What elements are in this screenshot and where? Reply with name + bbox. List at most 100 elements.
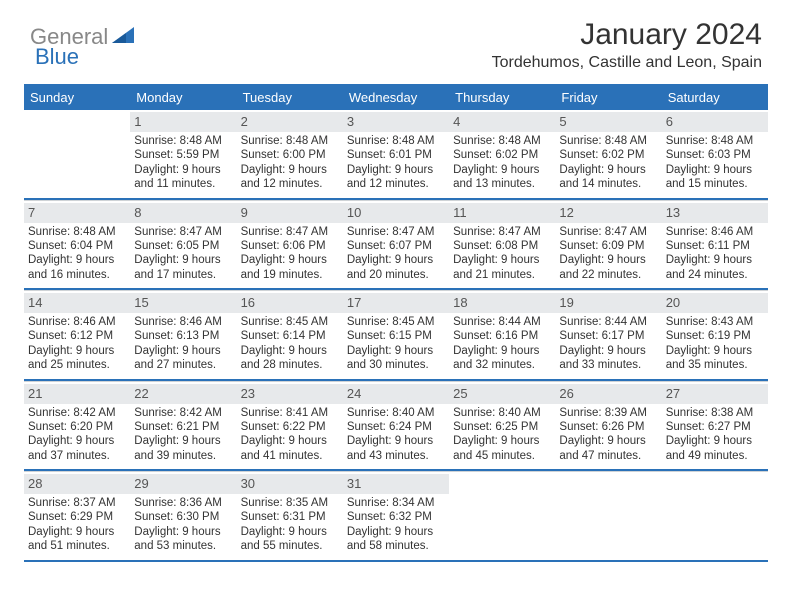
day-number: 6 <box>666 114 673 129</box>
day-cell <box>24 110 130 198</box>
day-number: 10 <box>347 205 361 220</box>
sunrise-line: Sunrise: 8:40 AM <box>453 406 551 420</box>
sunrise-line: Sunrise: 8:44 AM <box>453 315 551 329</box>
week-row: 7Sunrise: 8:48 AMSunset: 6:04 PMDaylight… <box>24 200 768 291</box>
day-cell: 17Sunrise: 8:45 AMSunset: 6:15 PMDayligh… <box>343 290 449 379</box>
daylight-line-2: and 37 minutes. <box>28 449 126 463</box>
daylight-line-1: Daylight: 9 hours <box>241 434 339 448</box>
daylight-line-1: Daylight: 9 hours <box>559 344 657 358</box>
sunrise-line: Sunrise: 8:47 AM <box>453 225 551 239</box>
daylight-line-1: Daylight: 9 hours <box>347 344 445 358</box>
daylight-line-2: and 13 minutes. <box>453 177 551 191</box>
daylight-line-2: and 51 minutes. <box>28 539 126 553</box>
daylight-line-1: Daylight: 9 hours <box>134 163 232 177</box>
day-cell: 10Sunrise: 8:47 AMSunset: 6:07 PMDayligh… <box>343 200 449 289</box>
sunrise-line: Sunrise: 8:48 AM <box>347 134 445 148</box>
sunrise-line: Sunrise: 8:39 AM <box>559 406 657 420</box>
week-row: 1Sunrise: 8:48 AMSunset: 5:59 PMDaylight… <box>24 110 768 200</box>
sunset-line: Sunset: 6:04 PM <box>28 239 126 253</box>
daynum-row: 12 <box>555 203 661 223</box>
day-number: 7 <box>28 205 35 220</box>
daynum-row: 3 <box>343 112 449 132</box>
logo-blue-text-wrap: Blue <box>35 44 79 70</box>
sunrise-line: Sunrise: 8:47 AM <box>241 225 339 239</box>
daylight-line-1: Daylight: 9 hours <box>559 163 657 177</box>
daynum-row: 29 <box>130 474 236 494</box>
daylight-line-1: Daylight: 9 hours <box>453 344 551 358</box>
day-cell: 23Sunrise: 8:41 AMSunset: 6:22 PMDayligh… <box>237 381 343 470</box>
daylight-line-1: Daylight: 9 hours <box>28 525 126 539</box>
daynum-row: 5 <box>555 112 661 132</box>
day-cell: 5Sunrise: 8:48 AMSunset: 6:02 PMDaylight… <box>555 110 661 198</box>
sunrise-line: Sunrise: 8:48 AM <box>134 134 232 148</box>
daylight-line-1: Daylight: 9 hours <box>241 253 339 267</box>
day-cell: 15Sunrise: 8:46 AMSunset: 6:13 PMDayligh… <box>130 290 236 379</box>
daylight-line-1: Daylight: 9 hours <box>666 163 764 177</box>
sunrise-line: Sunrise: 8:47 AM <box>559 225 657 239</box>
day-number: 20 <box>666 295 680 310</box>
daylight-line-2: and 39 minutes. <box>134 449 232 463</box>
day-cell: 6Sunrise: 8:48 AMSunset: 6:03 PMDaylight… <box>662 110 768 198</box>
day-number: 8 <box>134 205 141 220</box>
sunset-line: Sunset: 6:16 PM <box>453 329 551 343</box>
daylight-line-1: Daylight: 9 hours <box>241 163 339 177</box>
day-cell: 12Sunrise: 8:47 AMSunset: 6:09 PMDayligh… <box>555 200 661 289</box>
sunrise-line: Sunrise: 8:48 AM <box>666 134 764 148</box>
daynum-row: 13 <box>662 203 768 223</box>
day-number: 16 <box>241 295 255 310</box>
sunrise-line: Sunrise: 8:48 AM <box>241 134 339 148</box>
sunrise-line: Sunrise: 8:37 AM <box>28 496 126 510</box>
day-cell: 20Sunrise: 8:43 AMSunset: 6:19 PMDayligh… <box>662 290 768 379</box>
day-number: 31 <box>347 476 361 491</box>
sunset-line: Sunset: 6:00 PM <box>241 148 339 162</box>
sunset-line: Sunset: 6:02 PM <box>453 148 551 162</box>
daylight-line-2: and 15 minutes. <box>666 177 764 191</box>
daylight-line-2: and 20 minutes. <box>347 268 445 282</box>
daylight-line-1: Daylight: 9 hours <box>666 344 764 358</box>
daynum-row: 27 <box>662 384 768 404</box>
sunset-line: Sunset: 6:30 PM <box>134 510 232 524</box>
day-number: 18 <box>453 295 467 310</box>
daynum-row: 18 <box>449 293 555 313</box>
daylight-line-1: Daylight: 9 hours <box>666 253 764 267</box>
daylight-line-2: and 35 minutes. <box>666 358 764 372</box>
day-cell: 11Sunrise: 8:47 AMSunset: 6:08 PMDayligh… <box>449 200 555 289</box>
day-number: 5 <box>559 114 566 129</box>
daylight-line-2: and 45 minutes. <box>453 449 551 463</box>
daynum-row: 17 <box>343 293 449 313</box>
day-cell: 4Sunrise: 8:48 AMSunset: 6:02 PMDaylight… <box>449 110 555 198</box>
daylight-line-2: and 12 minutes. <box>241 177 339 191</box>
sunset-line: Sunset: 6:19 PM <box>666 329 764 343</box>
daynum-row: 11 <box>449 203 555 223</box>
day-cell: 14Sunrise: 8:46 AMSunset: 6:12 PMDayligh… <box>24 290 130 379</box>
day-cell: 1Sunrise: 8:48 AMSunset: 5:59 PMDaylight… <box>130 110 236 198</box>
daynum-row: 8 <box>130 203 236 223</box>
daynum-row: 28 <box>24 474 130 494</box>
daynum-row: 19 <box>555 293 661 313</box>
day-cell: 29Sunrise: 8:36 AMSunset: 6:30 PMDayligh… <box>130 471 236 560</box>
sunset-line: Sunset: 6:29 PM <box>28 510 126 524</box>
day-number: 30 <box>241 476 255 491</box>
sunrise-line: Sunrise: 8:44 AM <box>559 315 657 329</box>
daynum-row <box>24 112 130 130</box>
sunset-line: Sunset: 6:14 PM <box>241 329 339 343</box>
sunset-line: Sunset: 6:20 PM <box>28 420 126 434</box>
week-row: 21Sunrise: 8:42 AMSunset: 6:20 PMDayligh… <box>24 381 768 472</box>
week-row: 28 Sunrise: 8:37 AMSunset: 6:29 PMDayligh… <box>24 471 768 562</box>
day-cell: 9Sunrise: 8:47 AMSunset: 6:06 PMDaylight… <box>237 200 343 289</box>
daylight-line-2: and 58 minutes. <box>347 539 445 553</box>
day-cell: 27Sunrise: 8:38 AMSunset: 6:27 PMDayligh… <box>662 381 768 470</box>
daylight-line-1: Daylight: 9 hours <box>559 253 657 267</box>
daylight-line-2: and 14 minutes. <box>559 177 657 191</box>
logo-text-blue: Blue <box>35 44 79 69</box>
daylight-line-1: Daylight: 9 hours <box>241 344 339 358</box>
sunset-line: Sunset: 6:05 PM <box>134 239 232 253</box>
daylight-line-2: and 53 minutes. <box>134 539 232 553</box>
day-number: 22 <box>134 386 148 401</box>
day-cell <box>449 471 555 560</box>
sunset-line: Sunset: 6:06 PM <box>241 239 339 253</box>
daylight-line-2: and 33 minutes. <box>559 358 657 372</box>
title-block: January 2024 Tordehumos, Castille and Le… <box>492 18 762 72</box>
day-number: 28 <box>28 476 42 491</box>
day-number: 3 <box>347 114 354 129</box>
